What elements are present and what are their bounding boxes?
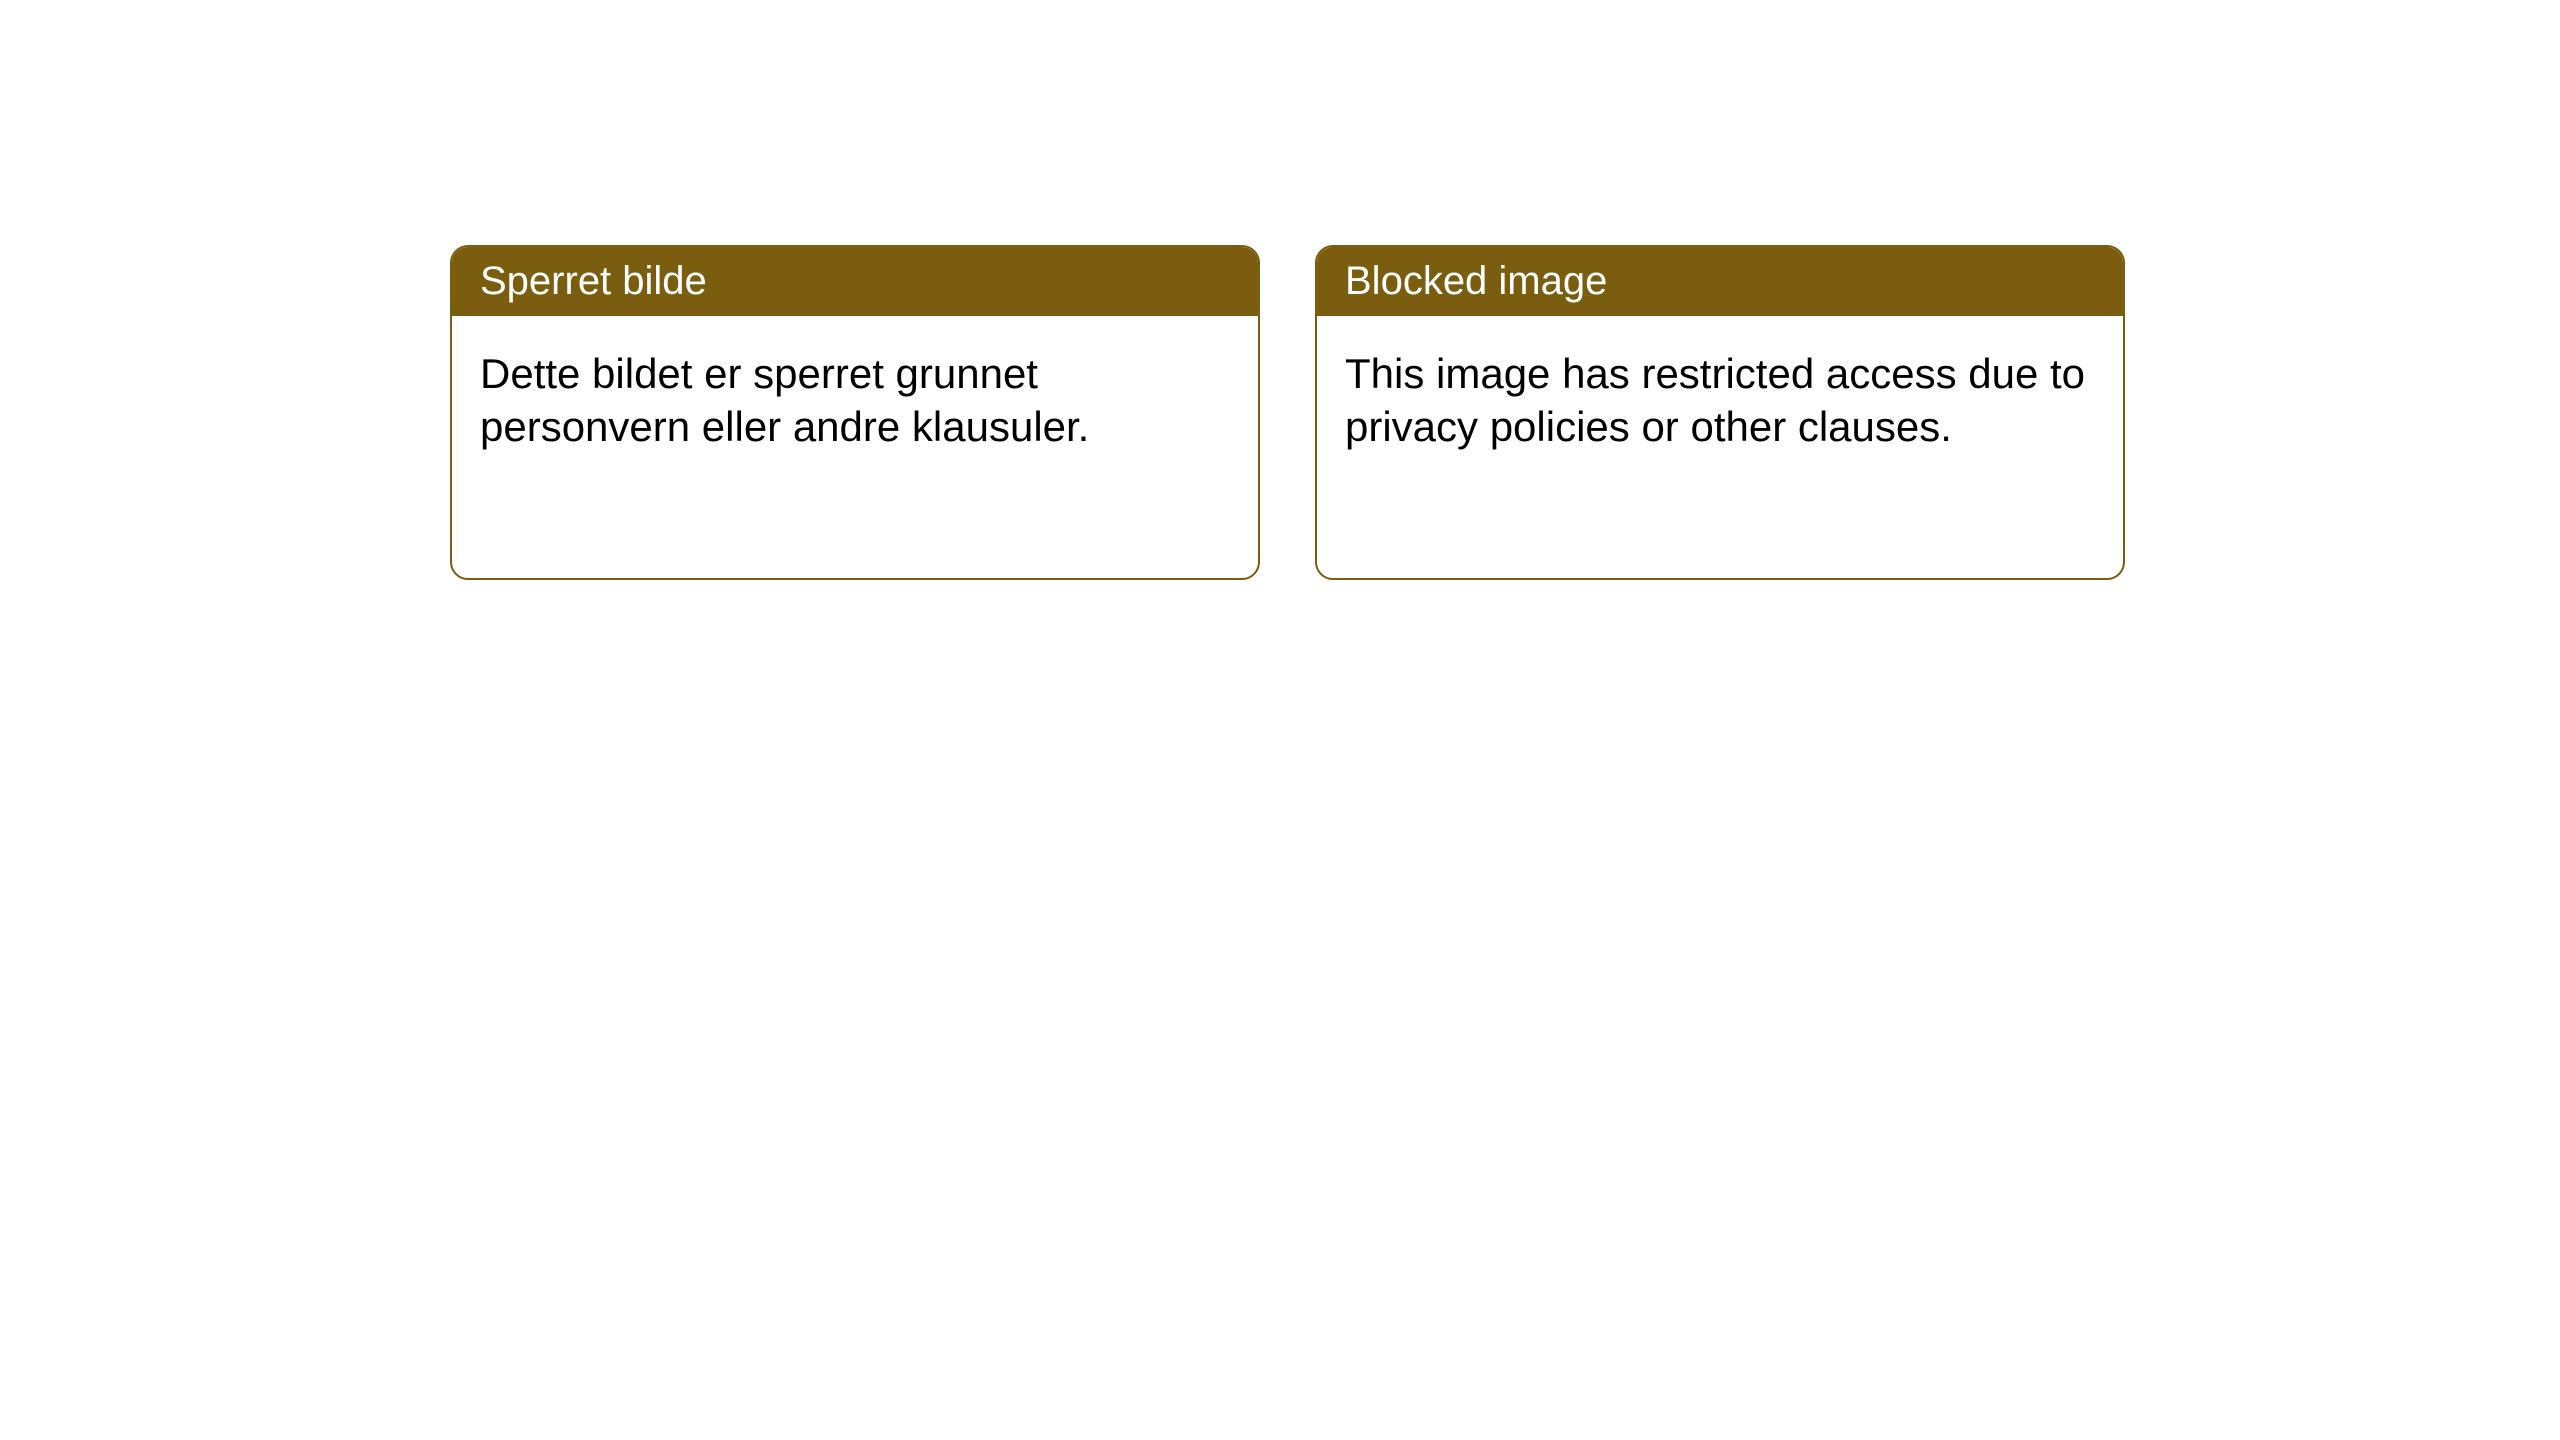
blocked-image-notices: Sperret bilde Dette bildet er sperret gr… xyxy=(450,245,2125,580)
notice-header: Sperret bilde xyxy=(452,247,1258,316)
notice-title: Blocked image xyxy=(1345,259,1607,303)
notice-title: Sperret bilde xyxy=(480,259,707,303)
notice-body: This image has restricted access due to … xyxy=(1317,316,2123,485)
notice-body-text: This image has restricted access due to … xyxy=(1345,350,2085,450)
notice-body-text: Dette bildet er sperret grunnet personve… xyxy=(480,350,1089,450)
notice-header: Blocked image xyxy=(1317,247,2123,316)
notice-body: Dette bildet er sperret grunnet personve… xyxy=(452,316,1258,485)
notice-card-english: Blocked image This image has restricted … xyxy=(1315,245,2125,580)
notice-card-norwegian: Sperret bilde Dette bildet er sperret gr… xyxy=(450,245,1260,580)
